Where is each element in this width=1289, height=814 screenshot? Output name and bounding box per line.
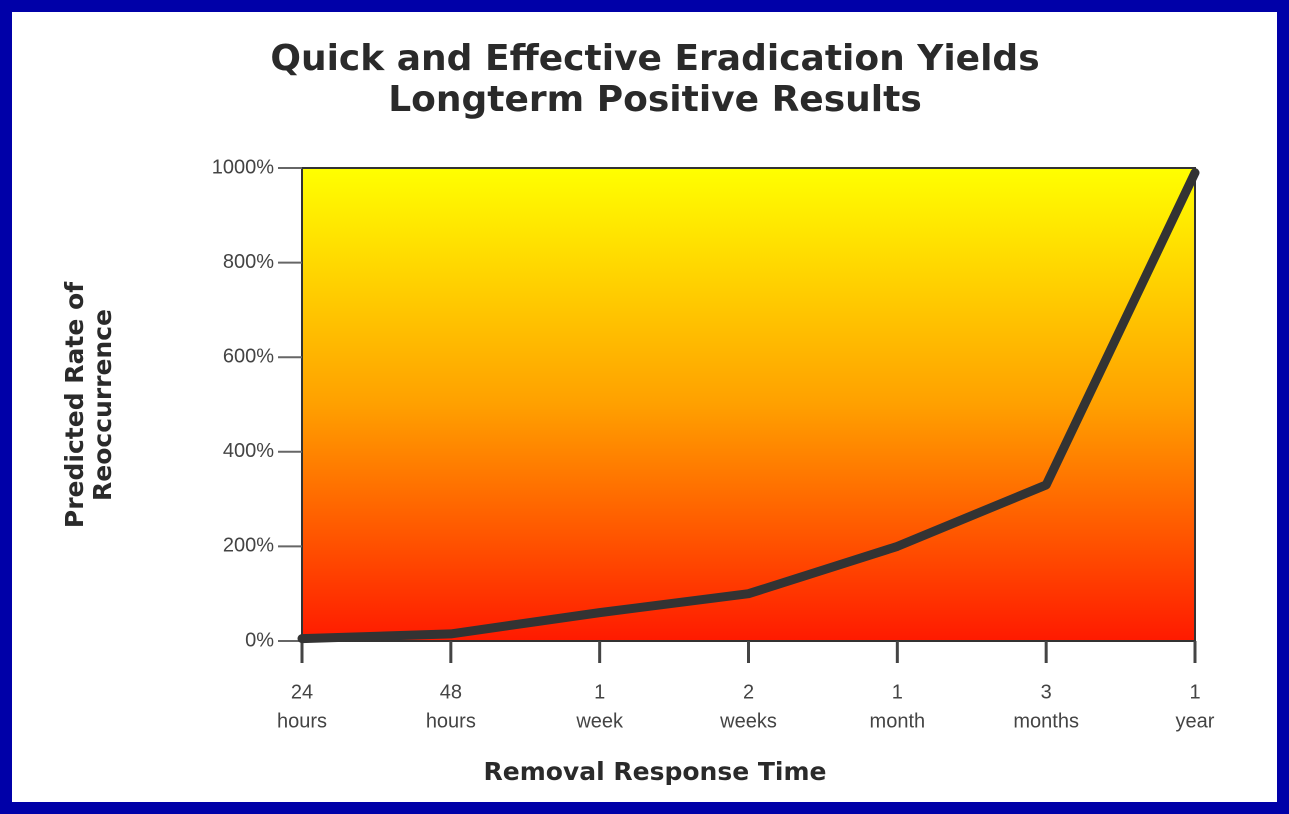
chart-title: Quick and Effective Eradication Yields: [270, 38, 1039, 79]
y-tick-label: 1000%: [212, 156, 274, 178]
x-tick-label: 48: [440, 681, 462, 703]
x-tick-label: hours: [277, 710, 327, 732]
y-tick-label: 200%: [223, 535, 274, 557]
y-tick-label: 0%: [245, 629, 274, 651]
plot-area: [301, 167, 1196, 642]
x-tick-label: 1: [594, 681, 605, 703]
y-axis-label: Predicted Rate of: [60, 281, 89, 528]
x-tick-label: 3: [1041, 681, 1052, 703]
x-tick-label: hours: [426, 710, 476, 732]
x-tick-label: week: [575, 710, 624, 732]
x-tick-label: 24: [291, 681, 313, 703]
chart-title: Longterm Positive Results: [388, 79, 922, 120]
y-tick-label: 800%: [223, 251, 274, 273]
x-tick-label: months: [1013, 710, 1079, 732]
y-axis-label-group: Predicted Rate of Reoccurrence: [60, 281, 117, 528]
line: [297, 168, 1200, 644]
y-tick-label: 600%: [223, 345, 274, 367]
x-tick-label: 1: [892, 681, 903, 703]
x-tick-label: year: [1176, 710, 1215, 732]
y-tick-label: 400%: [223, 440, 274, 462]
x-tick-label: 1: [1189, 681, 1200, 703]
x-tick-label: weeks: [719, 710, 777, 732]
x-tick-label: month: [870, 710, 926, 732]
x-axis-label: Removal Response Time: [484, 757, 827, 786]
y-axis-label: Reoccurrence: [88, 309, 117, 501]
x-tick-label: 2: [743, 681, 754, 703]
